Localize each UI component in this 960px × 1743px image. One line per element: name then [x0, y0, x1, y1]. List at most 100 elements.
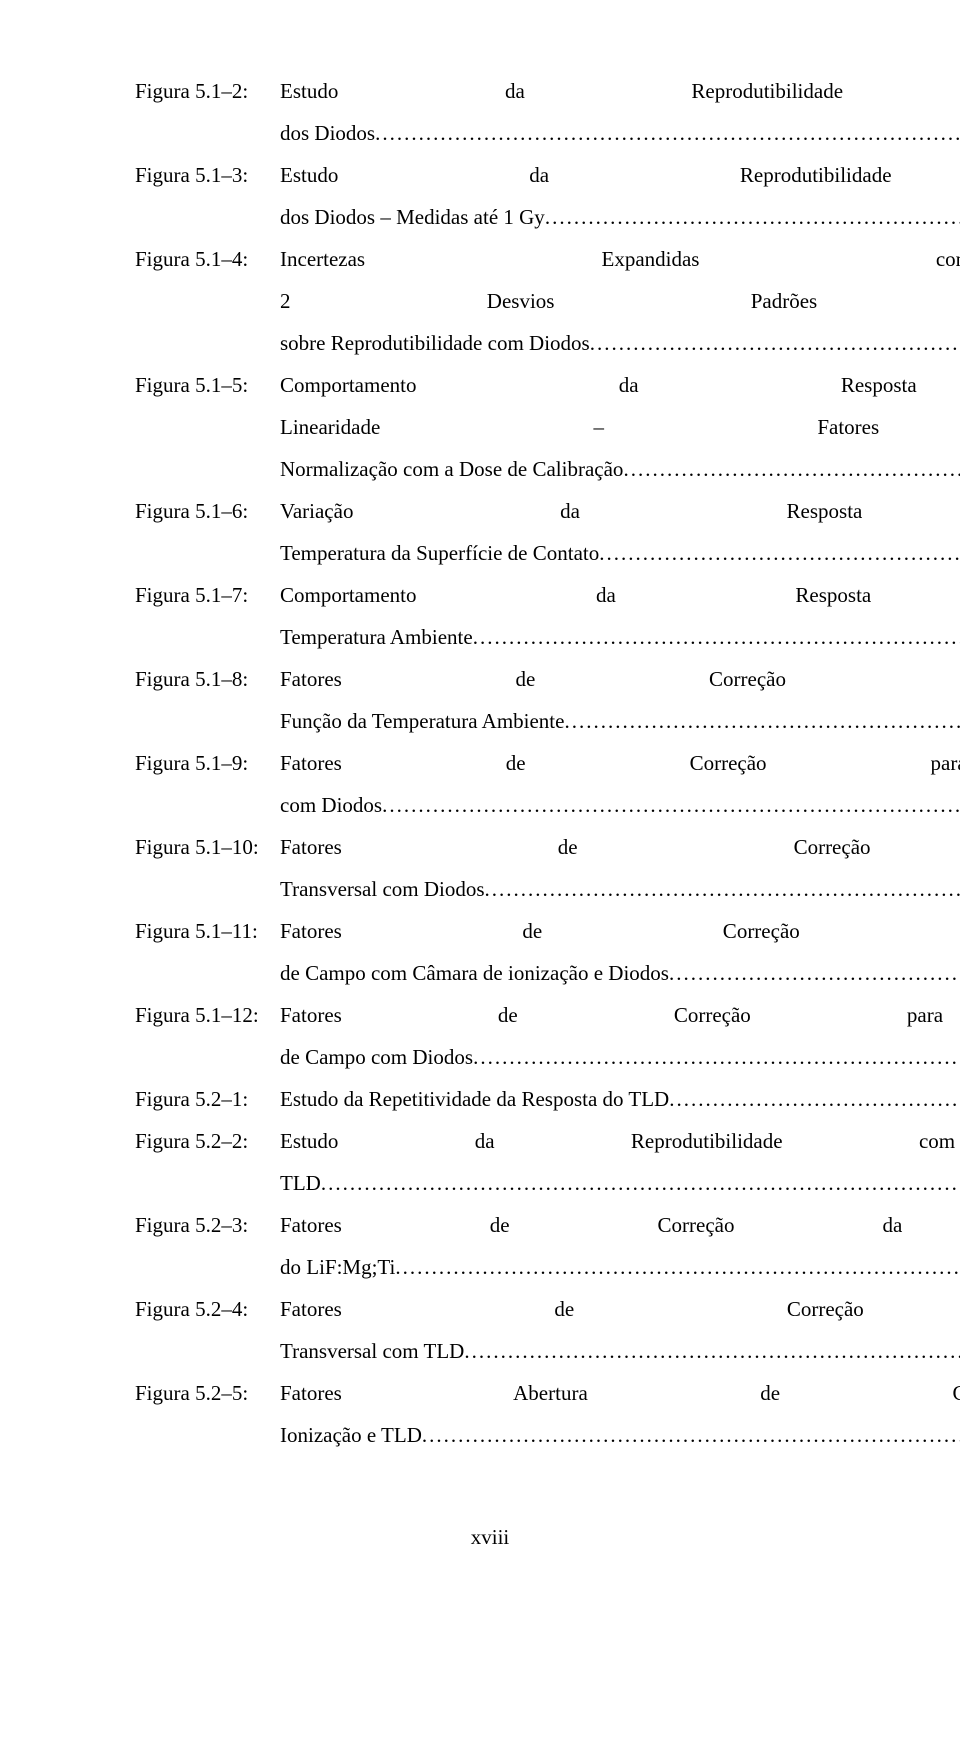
- figure-description: Comportamento da Resposta dos Diodos em …: [280, 574, 960, 658]
- description-line: 2 Desvios Padrões das Razões Normalizada…: [280, 280, 960, 322]
- lastline-text: Função da Temperatura Ambiente: [280, 700, 564, 742]
- figure-entry: Figura 5.1–6:Variação da Resposta dos Di…: [135, 490, 845, 574]
- description-lastline: de Campo com Câmara de ionização e Diodo…: [280, 952, 960, 994]
- description-line: Incertezas Expandidas com 95% de Confian…: [280, 238, 960, 280]
- description-lastline: Transversal com Diodos..................…: [280, 868, 960, 910]
- description-lastline: do LiF:Mg;Ti............................…: [280, 1246, 960, 1288]
- figure-entry: Figura 5.1–5:Comportamento da Resposta d…: [135, 364, 845, 490]
- lastline-text: Estudo da Repetitividade da Resposta do …: [280, 1078, 669, 1120]
- description-line: Fatores Abertura de Colimador obtidos co…: [280, 1372, 960, 1414]
- dot-leader: ........................................…: [599, 532, 960, 574]
- description-lastline: Função da Temperatura Ambiente..........…: [280, 700, 960, 742]
- lastline-text: TLD: [280, 1162, 321, 1204]
- description-line: Fatores de Correção da Linearidade para …: [280, 1204, 960, 1246]
- description-line: Estudo da Reprodutibilidade com a Dose d…: [280, 1120, 960, 1162]
- lastline-text: com Diodos: [280, 784, 382, 826]
- dot-leader: ........................................…: [473, 1036, 960, 1078]
- description-line: Fatores de Correção para a Dependência c…: [280, 994, 960, 1036]
- figure-entry: Figura 5.2–4:Fatores de Correção para a …: [135, 1288, 845, 1372]
- figure-description: Fatores de Correção para a Dependência D…: [280, 826, 960, 910]
- description-line: Fatores de Correção para a Dependência D…: [280, 1288, 960, 1330]
- dot-leader: ........................................…: [473, 616, 960, 658]
- figure-label: Figura 5.1–10:: [135, 826, 280, 868]
- lastline-text: dos Diodos: [280, 112, 375, 154]
- description-lastline: Transversal com TLD.....................…: [280, 1330, 960, 1372]
- description-line: Fatores de Correção para a Dependência D…: [280, 826, 960, 868]
- dot-leader: ........................................…: [422, 1414, 960, 1456]
- description-line: Comportamento da Resposta dos Diodos em …: [280, 574, 960, 616]
- lastline-text: de Campo com Câmara de ionização e Diodo…: [280, 952, 669, 994]
- dot-leader: ........................................…: [669, 952, 960, 994]
- description-lastline: Ionização e TLD.........................…: [280, 1414, 960, 1456]
- description-line: Comportamento da Resposta dos Diodos no …: [280, 364, 960, 406]
- figure-description: Variação da Resposta dos Diodos em Funçã…: [280, 490, 960, 574]
- lastline-text: sobre Reprodutibilidade com Diodos: [280, 322, 590, 364]
- lastline-text: do LiF:Mg;Ti: [280, 1246, 395, 1288]
- figure-list: Figura 5.1–2:Estudo da Reprodutibilidade…: [135, 70, 845, 1456]
- description-lastline: Estudo da Repetitividade da Resposta do …: [280, 1078, 960, 1120]
- figure-description: Fatores Abertura de Colimador obtidos co…: [280, 1372, 960, 1456]
- description-line: Estudo da Reprodutibilidade com a Dose d…: [280, 154, 960, 196]
- figure-label: Figura 5.2–3:: [135, 1204, 280, 1246]
- lastline-text: Transversal com Diodos: [280, 868, 485, 910]
- dot-leader: ........................................…: [321, 1162, 960, 1204]
- description-lastline: sobre Reprodutibilidade com Diodos......…: [280, 322, 960, 364]
- figure-label: Figura 5.1–9:: [135, 742, 280, 784]
- description-lastline: com Diodos..............................…: [280, 784, 960, 826]
- lastline-text: Ionização e TLD: [280, 1414, 422, 1456]
- dot-leader: ........................................…: [464, 1330, 960, 1372]
- figure-label: Figura 5.1–4:: [135, 238, 280, 280]
- figure-description: Estudo da Reprodutibilidade com a Dose d…: [280, 154, 960, 238]
- lastline-text: Normalização com a Dose de Calibração: [280, 448, 623, 490]
- figure-label: Figura 5.2–1:: [135, 1078, 280, 1120]
- lastline-text: Temperatura da Superfície de Contato: [280, 532, 599, 574]
- lastline-text: de Campo com Diodos: [280, 1036, 473, 1078]
- figure-entry: Figura 5.1–12:Fatores de Correção para a…: [135, 994, 845, 1078]
- figure-description: Fatores de Correção da Linearidade para …: [280, 1204, 960, 1288]
- description-lastline: Temperatura da Superfície de Contato....…: [280, 532, 960, 574]
- figure-description: Estudo da Repetitividade da Resposta do …: [280, 1078, 960, 1120]
- figure-label: Figura 5.1–5:: [135, 364, 280, 406]
- description-lastline: TLD.....................................…: [280, 1162, 960, 1204]
- description-lastline: Temperatura Ambiente....................…: [280, 616, 960, 658]
- figure-entry: Figura 5.1–10:Fatores de Correção para a…: [135, 826, 845, 910]
- figure-description: Fatores de Correção para a Dependência c…: [280, 910, 960, 994]
- figure-label: Figura 5.1–11:: [135, 910, 280, 952]
- description-line: Variação da Resposta dos Diodos em Funçã…: [280, 490, 960, 532]
- dot-leader: ........................................…: [485, 868, 960, 910]
- lastline-text: Temperatura Ambiente: [280, 616, 473, 658]
- description-lastline: dos Diodos..............................…: [280, 112, 960, 154]
- dot-leader: ........................................…: [395, 1246, 960, 1288]
- figure-entry: Figura 5.2–5:Fatores Abertura de Colimad…: [135, 1372, 845, 1456]
- description-lastline: de Campo com Diodos.....................…: [280, 1036, 960, 1078]
- figure-entry: Figura 5.2–2:Estudo da Reprodutibilidade…: [135, 1120, 845, 1204]
- description-line: Linearidade – Fatores de Correção a part…: [280, 406, 960, 448]
- figure-label: Figura 5.2–4:: [135, 1288, 280, 1330]
- dot-leader: ........................................…: [564, 700, 960, 742]
- figure-description: Fatores de Correção para a resposta dos …: [280, 658, 960, 742]
- figure-entry: Figura 5.1–9:Fatores de Correção para a …: [135, 742, 845, 826]
- figure-description: Fatores de Correção para a Dependência D…: [280, 1288, 960, 1372]
- figure-description: Estudo da Reprodutibilidade com a Dose d…: [280, 70, 960, 154]
- figure-label: Figura 5.1–2:: [135, 70, 280, 112]
- page-content: Figura 5.1–2:Estudo da Reprodutibilidade…: [0, 0, 960, 1743]
- dot-leader: ........................................…: [623, 448, 960, 490]
- lastline-text: dos Diodos – Medidas até 1 Gy: [280, 196, 545, 238]
- figure-entry: Figura 5.1–2:Estudo da Reprodutibilidade…: [135, 70, 845, 154]
- dot-leader: ........................................…: [545, 196, 960, 238]
- description-line: Estudo da Reprodutibilidade com a Dose d…: [280, 70, 960, 112]
- description-line: Fatores de Correção para a resposta dos …: [280, 658, 960, 700]
- figure-entry: Figura 5.1–8:Fatores de Correção para a …: [135, 658, 845, 742]
- figure-label: Figura 5.1–3:: [135, 154, 280, 196]
- figure-entry: Figura 5.1–11:Fatores de Correção para a…: [135, 910, 845, 994]
- figure-label: Figura 5.2–5:: [135, 1372, 280, 1414]
- figure-description: Estudo da Reprodutibilidade com a Dose d…: [280, 1120, 960, 1204]
- figure-label: Figura 5.1–12:: [135, 994, 280, 1036]
- figure-description: Fatores de Correção para a Dependência D…: [280, 742, 960, 826]
- figure-entry: Figura 5.2–1:Estudo da Repetitividade da…: [135, 1078, 845, 1120]
- figure-description: Fatores de Correção para a Dependência c…: [280, 994, 960, 1078]
- figure-description: Comportamento da Resposta dos Diodos no …: [280, 364, 960, 490]
- dot-leader: ........................................…: [669, 1078, 960, 1120]
- dot-leader: ........................................…: [375, 112, 960, 154]
- description-line: Fatores de Correção para a Dependência c…: [280, 910, 960, 952]
